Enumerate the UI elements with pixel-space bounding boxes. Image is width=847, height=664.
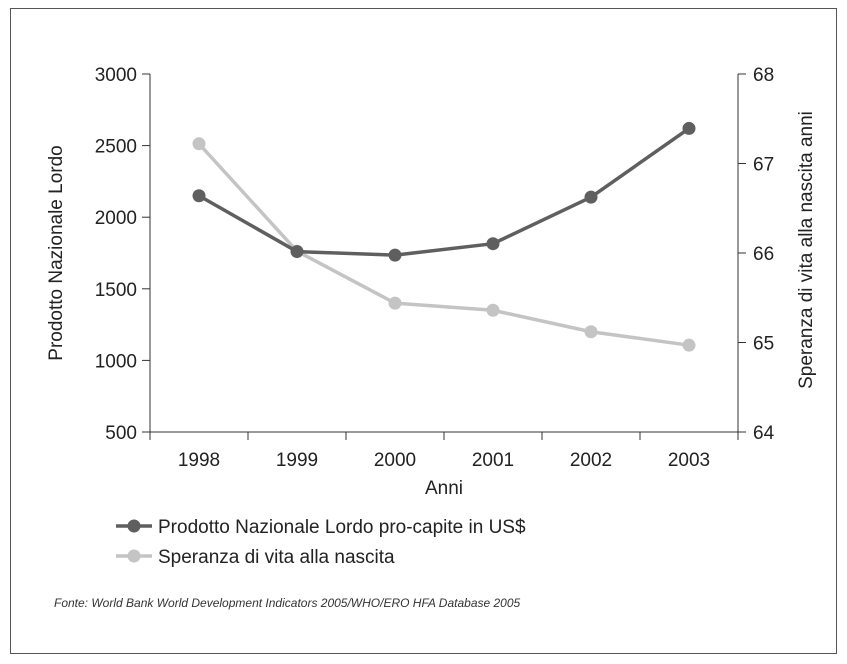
y-right-tick-label: 67 [753,155,774,176]
x-axis-title: Anni [425,478,463,499]
data-point [682,338,696,352]
y-right-tick-label: 65 [753,334,774,355]
y-left-tick-label: 500 [105,423,137,444]
x-tick-label: 1999 [276,450,318,471]
chart-frame [10,8,837,654]
legend: Prodotto Nazionale Lordo pro-capite in U… [116,517,526,568]
data-point [486,237,500,251]
legend-item: Speranza di vita alla nascita [116,547,395,568]
data-point [192,137,206,151]
x-tick-label: 2000 [374,450,416,471]
data-point [388,248,402,262]
data-point [682,121,696,135]
x-tick-label: 2001 [472,450,514,471]
data-point [486,303,500,317]
y-left-tick-label: 3000 [95,65,137,86]
legend-item: Prodotto Nazionale Lordo pro-capite in U… [116,517,526,538]
data-point [584,190,598,204]
y-left-tick-label: 2000 [95,208,137,229]
y-right-tick-label: 64 [753,423,775,444]
y-left-tick-label: 1500 [95,280,137,301]
y-left-tick-label: 1000 [95,351,137,372]
y-right-tick-label: 66 [753,244,774,265]
series-speranza-vita [192,137,696,352]
y-axis-right-title: Speranza di vita alla nascita anni [796,111,817,389]
y-left-tick-label: 2500 [95,137,137,158]
series-line [197,142,690,347]
legend-swatch-marker [127,519,141,533]
x-tick-label: 2002 [570,450,612,471]
data-point [584,325,598,339]
x-tick-label: 1998 [178,450,220,471]
series-line [198,126,691,257]
series-pnl [192,121,696,262]
y-right-tick-label: 68 [753,65,774,86]
data-point [290,245,304,259]
legend-label: Speranza di vita alla nascita [158,547,395,568]
source-note: Fonte: World Bank World Development Indi… [54,596,521,610]
legend-swatch-marker [127,549,141,563]
y-axis-left-title: Prodotto Nazionale Lordo [46,145,67,360]
x-tick-label: 2003 [668,450,710,471]
series-layer [192,121,696,352]
axes: 500 1000 1500 2000 2500 3000 64 65 66 67 68 1998 199… [46,65,817,499]
data-point [388,296,402,310]
legend-label: Prodotto Nazionale Lordo pro-capite in U… [158,517,526,538]
data-point [192,189,206,203]
